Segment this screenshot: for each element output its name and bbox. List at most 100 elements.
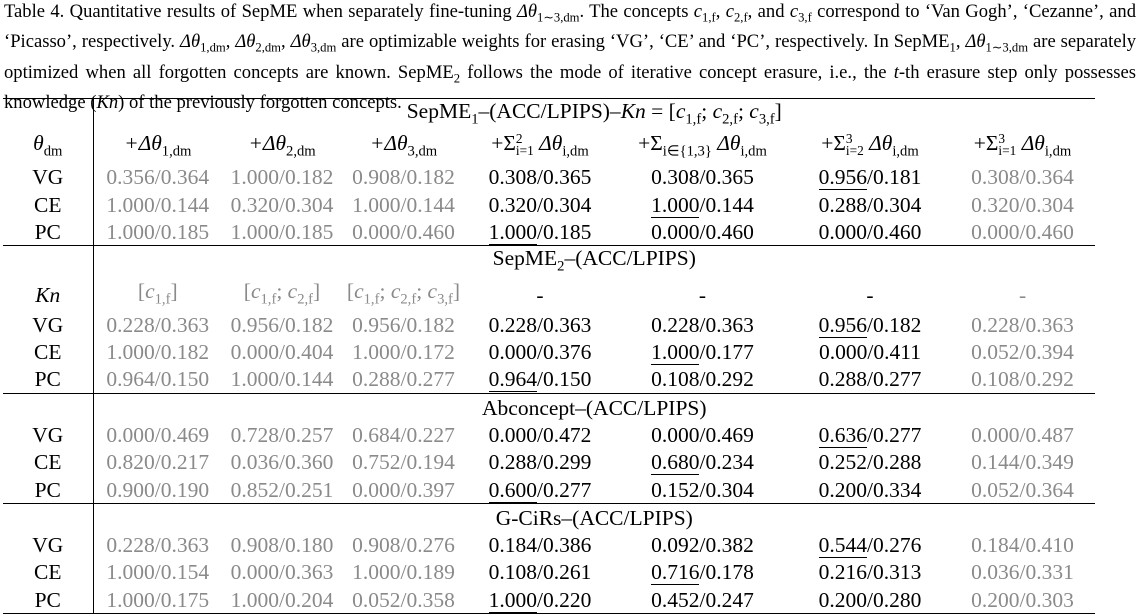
subscript: i=2 bbox=[845, 143, 864, 159]
math: c3,f bbox=[427, 278, 453, 307]
math-base: Kn bbox=[35, 282, 61, 307]
value-cell: 0.544/0.276 bbox=[790, 531, 950, 559]
subscript: 2,f bbox=[297, 291, 314, 308]
value-cell: 1.000/0.175 bbox=[93, 586, 222, 614]
text: ; bbox=[379, 278, 391, 303]
value: 1.000/0.144 bbox=[230, 367, 334, 392]
text: ] bbox=[774, 99, 782, 123]
math: c1,f bbox=[251, 279, 276, 307]
value-cell: 0.900/0.190 bbox=[93, 476, 222, 504]
math-base: +Σ bbox=[491, 131, 516, 156]
math: +Δθ2,dm bbox=[248, 131, 315, 159]
math-base: c bbox=[712, 99, 723, 123]
math-base: c bbox=[675, 99, 686, 123]
value: 0.228/0.363 bbox=[106, 312, 210, 337]
value-cell: 0.956/0.182 bbox=[342, 311, 465, 338]
data-row: VG 0.228/0.363 0.908/0.180 0.908/0.276 0.184… bbox=[3, 531, 1095, 559]
value: 0.852/0.251 bbox=[230, 477, 334, 502]
value-cell: 0.200/0.280 bbox=[790, 586, 950, 614]
value-cell: 0.108/0.261 bbox=[465, 559, 615, 586]
value: 0.308/0.364 bbox=[971, 165, 1074, 190]
subscript: 1∼3,dm bbox=[985, 41, 1029, 56]
math-base: SepME bbox=[893, 31, 950, 53]
math-base: +Σ bbox=[638, 131, 663, 156]
value-cell: 0.200/0.303 bbox=[950, 586, 1096, 614]
text: , bbox=[225, 31, 236, 53]
limits: 3 i=2 bbox=[845, 132, 864, 159]
math-base: Δθ bbox=[869, 131, 893, 156]
value-cell: 0.000/0.460 bbox=[790, 218, 950, 246]
value-cell: 0.908/0.182 bbox=[342, 164, 465, 191]
subscript: 2,dm bbox=[286, 143, 316, 160]
value: 0.200/0.303 bbox=[971, 587, 1074, 612]
value-cell: 0.228/0.363 bbox=[93, 531, 222, 558]
value-cell: 0.956/0.181 bbox=[790, 164, 950, 191]
value: 0.000/0.472 bbox=[488, 422, 592, 447]
data-row: PC 0.964/0.150 1.000/0.144 0.288/0.277 0.964… bbox=[3, 365, 1095, 394]
row-label-text: PC bbox=[34, 219, 61, 244]
value-cell: 0.000/0.460 bbox=[342, 218, 465, 246]
math-base: c bbox=[427, 278, 438, 303]
data-row: PC 1.000/0.175 1.000/0.204 0.052/0.358 1.000… bbox=[3, 586, 1096, 614]
math: Δθ1,dm bbox=[180, 31, 226, 55]
value: 1.000/0.144 bbox=[651, 192, 754, 218]
value-cell: 0.052/0.358 bbox=[342, 586, 465, 614]
data-row: VG 0.000/0.469 0.728/0.257 0.684/0.227 0.000… bbox=[3, 421, 1095, 449]
value-cell: 0.152/0.304 bbox=[615, 476, 790, 504]
value-cell: 0.000/0.397 bbox=[342, 476, 465, 504]
subscript: 1,f bbox=[363, 291, 380, 308]
value: 0.052/0.394 bbox=[971, 340, 1074, 365]
header-cell: [c1,f; c2,f] bbox=[222, 279, 342, 311]
value-cell: 1.000/0.154 bbox=[93, 559, 222, 586]
value-cell: 0.000/0.487 bbox=[950, 421, 1095, 448]
text: Table 4. Quantitative results of SepME w… bbox=[4, 1, 517, 22]
section-title-row: G-CiRs–(ACC/LPIPS) bbox=[3, 503, 1096, 532]
value-cell: 0.288/0.277 bbox=[790, 366, 950, 394]
value-cell: 0.964/0.150 bbox=[465, 366, 615, 394]
value: 1.000/0.185 bbox=[106, 219, 210, 244]
value: 1.000/0.220 bbox=[488, 587, 592, 613]
subscript: 2 bbox=[557, 258, 565, 275]
value: 0.600/0.277 bbox=[488, 477, 592, 503]
value: 0.036/0.331 bbox=[971, 560, 1074, 585]
math: Δθ3,dm bbox=[291, 31, 337, 55]
subscript: 1,f bbox=[260, 291, 277, 308]
row-label-text: CE bbox=[34, 450, 62, 475]
value: 0.216/0.313 bbox=[818, 560, 922, 585]
math: c1,f bbox=[694, 1, 716, 25]
value-cell: 0.200/0.334 bbox=[790, 476, 950, 504]
value: 0.200/0.280 bbox=[818, 587, 922, 612]
value-cell: 0.308/0.365 bbox=[465, 164, 615, 191]
math: +Σ 3 i=2 bbox=[821, 131, 864, 159]
subscript: 2 bbox=[453, 71, 461, 86]
text: [ bbox=[346, 278, 355, 303]
value-cell: 1.000/0.189 bbox=[342, 559, 465, 586]
section-title-row: Abconcept–(ACC/LPIPS) bbox=[3, 392, 1096, 422]
header-cell: - bbox=[465, 279, 615, 311]
subscript: i,dm bbox=[1044, 143, 1072, 160]
value: 1.000/0.172 bbox=[352, 340, 455, 365]
text: Abconcept–(ACC/LPIPS) bbox=[482, 395, 707, 420]
value-cell: 0.820/0.217 bbox=[93, 449, 222, 476]
text: are optimizable weights for erasing ‘VG’… bbox=[336, 31, 894, 53]
value-cell: 0.320/0.304 bbox=[222, 191, 342, 218]
value-cell: 0.216/0.313 bbox=[790, 559, 950, 586]
value-cell: 0.356/0.364 bbox=[93, 164, 222, 191]
row-label: CE bbox=[3, 190, 94, 219]
value-cell: 0.000/0.460 bbox=[615, 218, 790, 246]
limits: 2 i=1 bbox=[516, 132, 534, 158]
value-cell: 1.000/0.182 bbox=[222, 164, 342, 191]
value: 0.452/0.247 bbox=[651, 587, 754, 612]
subscript: 1 bbox=[949, 41, 956, 56]
value-cell: 0.000/0.363 bbox=[222, 559, 342, 586]
section-title-row: SepME2–(ACC/LPIPS) bbox=[3, 245, 1096, 279]
row-label: VG bbox=[3, 163, 94, 191]
header-cell: - bbox=[790, 279, 950, 311]
row-label-text: VG bbox=[32, 533, 64, 558]
math: c2,f bbox=[391, 279, 416, 307]
subscript: 3,f bbox=[758, 111, 775, 128]
subscript: 2,f bbox=[733, 10, 748, 25]
text: ] bbox=[170, 278, 178, 303]
row-label: CE bbox=[3, 448, 94, 476]
math-base: Δθ bbox=[965, 31, 986, 53]
